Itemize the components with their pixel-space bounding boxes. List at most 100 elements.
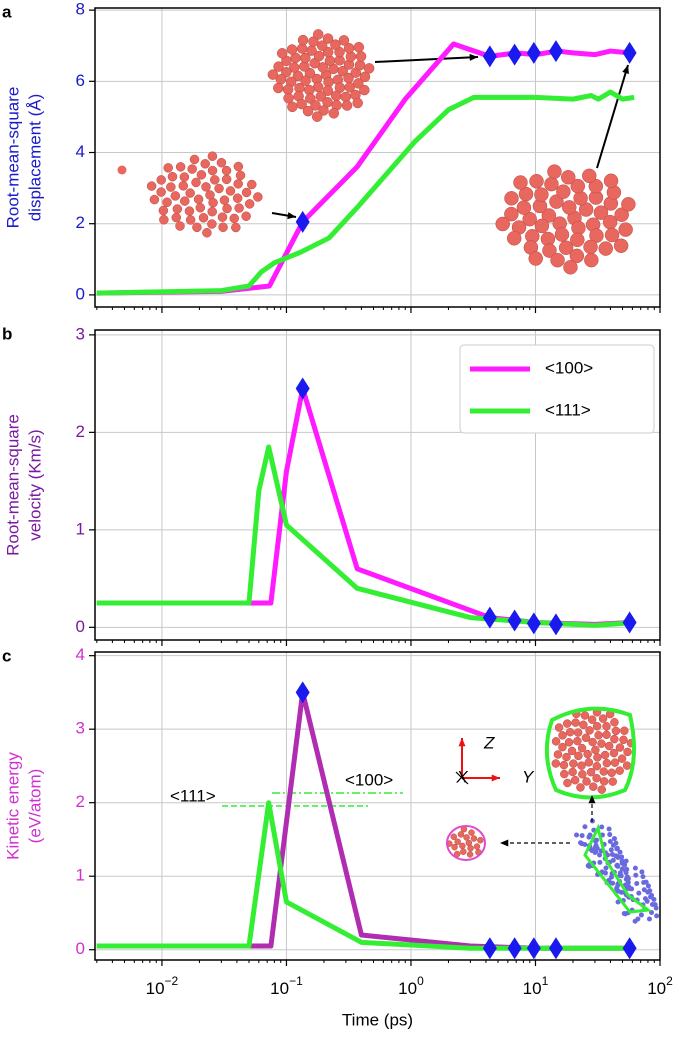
atom xyxy=(622,761,632,770)
trail xyxy=(583,823,652,914)
atom xyxy=(563,260,578,275)
atom xyxy=(608,777,617,786)
atom xyxy=(618,889,624,895)
x-tick-base: 10 xyxy=(398,979,417,998)
atom xyxy=(221,165,232,176)
atom xyxy=(146,181,157,191)
atom xyxy=(189,154,200,165)
atom xyxy=(193,194,204,205)
atom xyxy=(567,746,577,756)
atom xyxy=(233,161,244,172)
diamond-marker xyxy=(507,609,522,632)
atom xyxy=(244,199,255,209)
atom xyxy=(353,41,365,53)
atom xyxy=(582,777,591,786)
atom xyxy=(570,775,580,785)
atom xyxy=(562,719,572,728)
atom xyxy=(648,894,654,900)
annotation: <111> xyxy=(170,786,216,805)
atom xyxy=(355,51,367,62)
atom xyxy=(214,183,224,194)
atom xyxy=(569,248,585,264)
atom xyxy=(207,151,218,161)
atom xyxy=(593,205,609,220)
atom xyxy=(184,206,195,216)
atom xyxy=(516,200,532,215)
atom xyxy=(218,222,228,233)
atom xyxy=(589,782,598,791)
atom xyxy=(208,197,218,208)
atom xyxy=(247,179,257,190)
diamond-marker xyxy=(622,611,637,634)
diamond-marker xyxy=(507,937,522,960)
diamond-marker xyxy=(526,937,541,960)
y-tick-label: 2 xyxy=(76,422,85,441)
atom xyxy=(558,731,567,740)
legend-label: <100> xyxy=(545,358,593,377)
atom xyxy=(586,767,596,777)
atom xyxy=(608,847,614,853)
arrow-head xyxy=(491,774,500,782)
atom xyxy=(306,45,317,56)
atom xyxy=(640,874,646,880)
atom xyxy=(235,170,246,181)
atom xyxy=(192,222,202,233)
annotation: Z xyxy=(483,733,495,752)
plot-frame xyxy=(94,7,661,308)
legend-label: <111> xyxy=(545,400,591,419)
atom xyxy=(654,913,660,919)
atom xyxy=(528,251,543,266)
atom xyxy=(577,761,586,770)
atom xyxy=(550,252,565,268)
atom xyxy=(463,834,470,841)
atom xyxy=(592,722,602,731)
insets xyxy=(117,29,636,275)
atom xyxy=(175,162,186,172)
atom xyxy=(620,726,629,735)
atom xyxy=(613,853,619,859)
x-tick-base: 10 xyxy=(647,979,666,998)
x-tick-label: 10−2 xyxy=(146,974,179,998)
atom xyxy=(573,736,582,746)
atom xyxy=(221,174,232,185)
atom xyxy=(564,738,574,747)
y-axis-label: velocity (Km/s) xyxy=(25,429,44,540)
atom xyxy=(310,100,321,111)
x-tick-exponent: 0 xyxy=(417,974,424,988)
atom xyxy=(302,105,314,117)
atom xyxy=(222,203,232,214)
atom xyxy=(207,165,218,176)
atom xyxy=(172,204,183,214)
atom xyxy=(570,178,586,194)
atom xyxy=(451,843,458,851)
atom xyxy=(178,181,189,191)
atom xyxy=(574,832,580,838)
panel: 0 2 4 6 8 Root-mean-square displacement (Å) a xyxy=(2,0,661,313)
y-tick-label: 0 xyxy=(76,284,85,303)
arrow-shaft xyxy=(374,56,479,63)
atom xyxy=(207,206,217,217)
series-line xyxy=(96,89,635,296)
atom xyxy=(241,187,252,198)
atom xyxy=(281,66,292,78)
atom xyxy=(592,761,602,771)
atom xyxy=(328,108,340,119)
atom xyxy=(344,82,356,93)
atom xyxy=(363,63,375,74)
atom xyxy=(287,101,298,113)
atom xyxy=(574,751,583,761)
atom xyxy=(645,883,651,889)
diamond-marker xyxy=(548,937,563,960)
atom xyxy=(196,170,207,180)
atom xyxy=(460,848,467,855)
atom xyxy=(618,222,633,237)
atom xyxy=(613,238,629,253)
atom xyxy=(641,887,647,893)
atom xyxy=(563,778,572,788)
atom xyxy=(591,745,600,755)
arrow-head xyxy=(287,212,296,220)
atom xyxy=(286,44,298,55)
atom xyxy=(623,747,632,757)
atom xyxy=(619,860,625,866)
